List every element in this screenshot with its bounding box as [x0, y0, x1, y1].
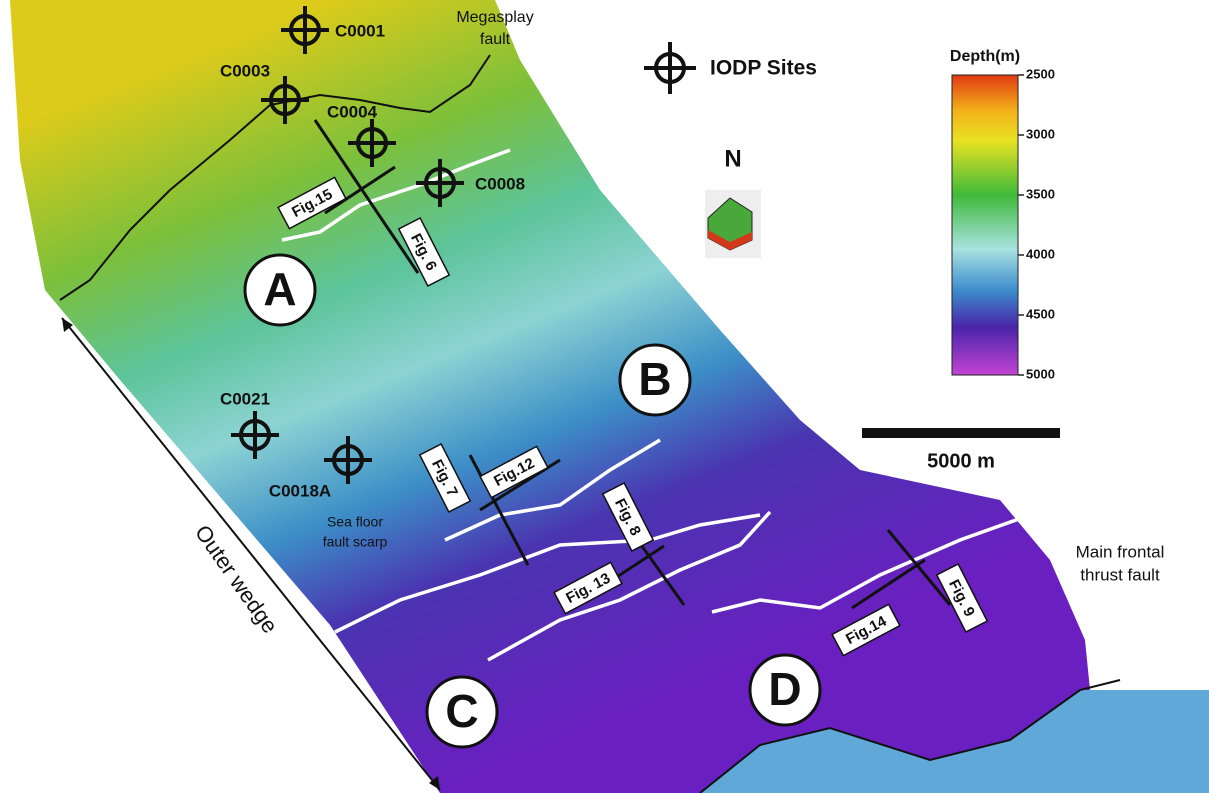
sites: C0001 C0003 C0004 C0008 C0021 C0018A: [220, 6, 525, 500]
label-box: [397, 217, 451, 287]
outer-wedge-arrow: [61, 317, 441, 791]
annotation: Megasplay: [456, 9, 533, 26]
colorbar-tick-label: 2500: [1026, 66, 1055, 81]
fault-b: [444, 438, 661, 542]
label-box: [553, 561, 623, 615]
north-label: N: [724, 145, 741, 172]
legend: IODP Sites: [644, 42, 817, 94]
region-label: B: [618, 343, 692, 417]
colorbar-ticks: 2500 3000 3500 4000 4500 5000: [1018, 66, 1055, 381]
label-circle: [425, 675, 499, 749]
site-label: C0003: [220, 61, 270, 80]
site-label: C0004: [327, 102, 378, 121]
annotation: Main frontal: [1076, 542, 1165, 561]
fault-c2: [487, 510, 772, 662]
site-label: C0018A: [269, 481, 331, 500]
region-letter: C: [445, 685, 478, 737]
site: [281, 6, 329, 54]
colorbar: [951, 74, 1019, 376]
label-box: [418, 443, 472, 513]
colorbar-tick-label: 3000: [1026, 126, 1055, 141]
site: [348, 119, 396, 167]
site-label: C0021: [220, 389, 270, 408]
site: [231, 411, 279, 459]
fault-d: [711, 513, 1031, 614]
site: [324, 436, 372, 484]
site: [416, 159, 464, 207]
trench-floor: [700, 690, 1209, 793]
label-box: [935, 563, 989, 633]
region-label: C: [425, 675, 499, 749]
bathymetry: [10, 0, 1209, 793]
scale-label: 5000 m: [927, 450, 995, 472]
site: [261, 76, 309, 124]
region-letter: B: [638, 353, 671, 405]
site-label: C0001: [335, 21, 385, 40]
fault-a: [281, 148, 511, 242]
fault-c1: [334, 513, 761, 634]
annotation: fault scarp: [323, 534, 388, 550]
label-box: [601, 482, 655, 552]
north-arrow: [705, 190, 761, 258]
colorbar-tick-label: 4500: [1026, 306, 1055, 321]
region-label: A: [243, 253, 317, 327]
site-label: C0008: [475, 174, 525, 193]
legend-label: IODP Sites: [710, 57, 817, 80]
frontal-thrust: [699, 679, 1121, 793]
label-box: [479, 445, 549, 499]
label-box: [831, 603, 901, 657]
colorbar-tick-label: 4000: [1026, 246, 1055, 261]
colorbar-tick-label: 3500: [1026, 186, 1055, 201]
region-letter: A: [263, 263, 296, 315]
region-label: D: [748, 653, 822, 727]
label-box: [277, 176, 347, 230]
colorbar-title: Depth(m): [950, 48, 1020, 65]
label-circle: [243, 253, 317, 327]
colorbar-tick-label: 5000: [1026, 366, 1055, 381]
annotation: thrust fault: [1080, 565, 1160, 584]
region-labels: A B C D: [243, 253, 822, 749]
label-circle: [748, 653, 822, 727]
label-circle: [618, 343, 692, 417]
region-letter: D: [768, 663, 801, 715]
scale-bar: [862, 428, 1060, 438]
annotation: Sea floor: [327, 514, 383, 530]
site-symbol: [644, 42, 696, 94]
figure-label: Fig. 7: [418, 443, 472, 513]
annotation: fault: [480, 31, 511, 48]
